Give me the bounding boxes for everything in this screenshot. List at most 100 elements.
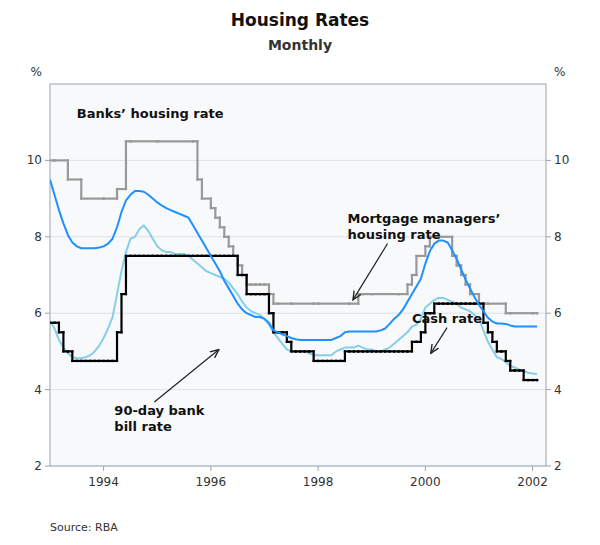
step-segment (278, 303, 291, 305)
step-riser (424, 246, 426, 256)
step-riser (201, 180, 203, 199)
y-tick (45, 236, 50, 237)
step-segment (363, 293, 372, 295)
y2-tick-label: 10 (554, 153, 569, 167)
step-riser (241, 265, 243, 275)
y2-axis-label: % (554, 65, 565, 79)
y2-tick (546, 236, 551, 237)
step-riser (219, 218, 221, 228)
step-segment (416, 255, 425, 257)
step-riser (496, 342, 498, 352)
source: Source: RBA (50, 521, 118, 534)
y2-tick-label: 6 (554, 306, 562, 320)
step-riser (357, 294, 359, 304)
y-tick-label: 2 (34, 459, 42, 473)
grid-line (50, 389, 546, 390)
step-segment (488, 303, 506, 305)
y-tick-label: 6 (34, 306, 42, 320)
step-segment (202, 198, 211, 200)
y2-tick (546, 160, 551, 161)
annotation: Mortgage managers’housing rate (348, 211, 501, 242)
step-riser (120, 294, 122, 332)
y-axis-label: % (31, 65, 42, 79)
plot-frame (50, 84, 546, 466)
step-segment (130, 140, 157, 142)
annotation: Cash rate (412, 311, 482, 326)
step-segment (104, 198, 117, 200)
y-tick-label: 10 (27, 153, 42, 167)
annotation-arrow (353, 244, 388, 300)
step-segment (157, 140, 193, 142)
y2-tick-label: 4 (554, 383, 562, 397)
step-riser (290, 342, 292, 352)
step-segment (318, 303, 349, 305)
step-riser (411, 342, 413, 352)
step-riser (196, 141, 198, 179)
step-riser (210, 199, 212, 209)
step-riser (125, 141, 127, 189)
step-riser (268, 294, 270, 313)
step-riser (491, 332, 493, 342)
y2-tick-label: 2 (554, 459, 562, 473)
y-tick (45, 160, 50, 161)
step-riser (58, 323, 60, 333)
step-riser (344, 351, 346, 361)
step-segment (470, 293, 479, 295)
step-segment (81, 198, 103, 200)
step-segment (533, 312, 537, 314)
x-tick (103, 466, 104, 471)
step-riser (406, 285, 408, 295)
y-tick-label: 4 (34, 383, 42, 397)
step-riser (62, 332, 64, 351)
step-segment (117, 188, 126, 190)
series-group (50, 141, 537, 380)
step-riser (505, 351, 507, 361)
x-tick (318, 466, 319, 471)
x-tick (532, 466, 533, 471)
step-riser (411, 275, 413, 285)
step-segment (68, 178, 81, 180)
step-riser (246, 275, 248, 294)
y2-tick (546, 389, 551, 390)
x-tick-label: 1996 (196, 475, 227, 489)
y2-tick-label: 8 (554, 230, 562, 244)
y-tick (45, 389, 50, 390)
step-riser (313, 351, 315, 361)
annotation: 90-day bankbill rate (114, 403, 204, 434)
step-segment (533, 379, 537, 381)
x-tick (210, 466, 211, 471)
series-line (50, 180, 537, 340)
step-riser (214, 208, 216, 218)
plot-background (50, 84, 546, 466)
step-riser (268, 285, 270, 295)
step-segment (349, 303, 358, 305)
subtitle: Monthly (268, 37, 332, 53)
step-riser (487, 323, 489, 333)
annotation: Banks’ housing rate (77, 106, 224, 121)
step-segment (54, 159, 67, 161)
step-riser (67, 160, 69, 179)
step-segment (399, 293, 408, 295)
step-riser (116, 332, 118, 361)
y2-tick (546, 313, 551, 314)
step-riser (71, 351, 73, 361)
series (50, 180, 537, 340)
x-tick-label: 1994 (88, 475, 119, 489)
x-tick (425, 466, 426, 471)
step-riser (223, 227, 225, 237)
step-segment (291, 303, 313, 305)
x-tick-label: 2000 (410, 475, 441, 489)
step-riser (415, 256, 417, 275)
annotation-arrow (431, 328, 447, 354)
chart: 24681024681019941996199820002002%%Banks’… (0, 0, 600, 545)
step-riser (237, 256, 239, 275)
annotation-arrow (154, 349, 219, 401)
step-riser (116, 189, 118, 199)
grid-line (50, 160, 546, 161)
grid-line (50, 236, 546, 237)
series-line (50, 225, 537, 374)
title: Housing Rates (231, 10, 369, 30)
step-riser (523, 371, 525, 381)
y-tick (45, 466, 50, 467)
step-riser (232, 246, 234, 256)
